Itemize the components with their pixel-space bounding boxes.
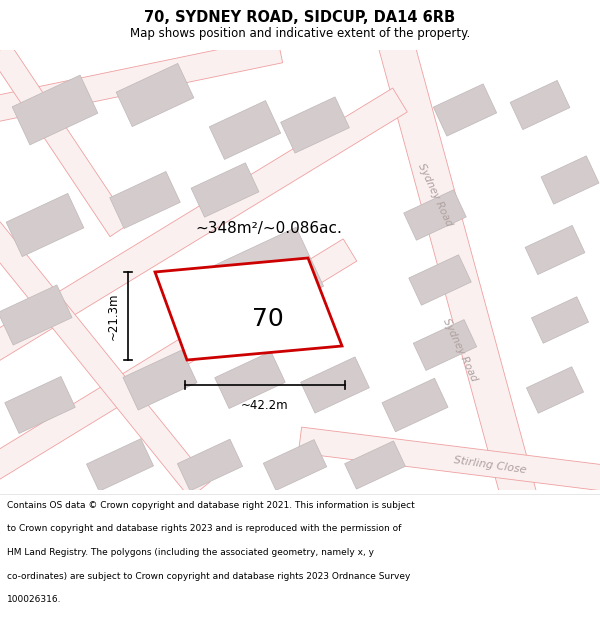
Polygon shape (0, 239, 357, 481)
Polygon shape (191, 163, 259, 217)
Polygon shape (526, 367, 584, 413)
Text: Sydney Road: Sydney Road (416, 162, 454, 228)
Polygon shape (377, 35, 538, 505)
Polygon shape (123, 350, 197, 410)
Polygon shape (209, 101, 281, 159)
Polygon shape (263, 439, 327, 491)
Text: Sydney Road: Sydney Road (441, 317, 479, 383)
Polygon shape (0, 38, 283, 122)
Text: 70, SYDNEY ROAD, SIDCUP, DA14 6RB: 70, SYDNEY ROAD, SIDCUP, DA14 6RB (145, 10, 455, 25)
Polygon shape (0, 88, 407, 362)
Text: Contains OS data © Crown copyright and database right 2021. This information is : Contains OS data © Crown copyright and d… (7, 501, 415, 510)
Polygon shape (382, 378, 448, 432)
Text: 100026316.: 100026316. (7, 595, 62, 604)
Text: Stirling Close: Stirling Close (453, 455, 527, 475)
Polygon shape (5, 376, 75, 434)
Polygon shape (541, 156, 599, 204)
Polygon shape (0, 285, 72, 345)
Text: co-ordinates) are subject to Crown copyright and database rights 2023 Ordnance S: co-ordinates) are subject to Crown copyr… (7, 572, 410, 581)
Polygon shape (409, 255, 471, 305)
Polygon shape (0, 43, 130, 237)
Text: HM Land Registry. The polygons (including the associated geometry, namely x, y: HM Land Registry. The polygons (includin… (7, 548, 374, 557)
Polygon shape (110, 171, 180, 229)
Polygon shape (433, 84, 497, 136)
Text: Map shows position and indicative extent of the property.: Map shows position and indicative extent… (130, 27, 470, 40)
Polygon shape (281, 97, 349, 153)
Text: 70: 70 (252, 307, 284, 331)
Polygon shape (155, 258, 342, 360)
Polygon shape (413, 319, 477, 371)
Polygon shape (0, 222, 210, 498)
Polygon shape (215, 351, 285, 409)
Polygon shape (525, 226, 585, 274)
Polygon shape (510, 81, 570, 129)
Polygon shape (196, 228, 323, 332)
Polygon shape (116, 63, 194, 127)
Polygon shape (301, 357, 370, 413)
Polygon shape (298, 427, 600, 493)
Polygon shape (6, 193, 84, 257)
Polygon shape (344, 441, 406, 489)
Polygon shape (178, 439, 242, 491)
Text: to Crown copyright and database rights 2023 and is reproduced with the permissio: to Crown copyright and database rights 2… (7, 524, 401, 533)
Polygon shape (12, 75, 98, 145)
Polygon shape (404, 190, 466, 240)
Text: ~21.3m: ~21.3m (107, 292, 120, 340)
Text: ~348m²/~0.086ac.: ~348m²/~0.086ac. (195, 221, 342, 236)
Text: ~42.2m: ~42.2m (241, 399, 289, 412)
Polygon shape (86, 439, 154, 491)
Polygon shape (532, 297, 589, 343)
